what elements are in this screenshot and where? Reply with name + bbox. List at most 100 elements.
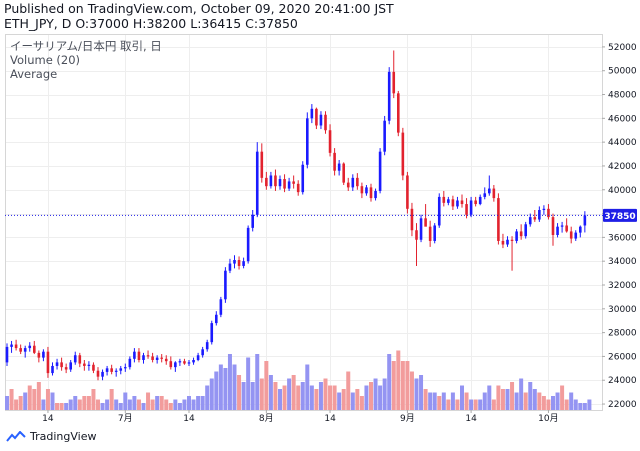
candle-body — [401, 132, 405, 176]
volume-bar — [478, 399, 483, 410]
candle-body — [351, 177, 355, 188]
candle-body — [374, 190, 377, 199]
volume-bar — [537, 392, 542, 410]
price-tick-label: 48000 — [608, 91, 637, 101]
candle-body — [560, 225, 564, 227]
volume-bar — [450, 392, 455, 410]
candle-body — [10, 344, 13, 347]
candle-body — [510, 239, 514, 241]
plot-frame — [5, 34, 603, 411]
candle-body — [28, 345, 32, 349]
time-tick-label: 14 — [42, 414, 54, 424]
volume-bar — [73, 396, 78, 410]
volume-bar — [278, 389, 282, 410]
candle-body — [19, 348, 22, 352]
volume-bar — [68, 399, 73, 410]
candle-body — [333, 152, 336, 171]
legend-average: Average — [10, 67, 57, 81]
candle-body — [583, 215, 587, 226]
candle-body — [224, 270, 227, 300]
candle-body — [515, 231, 518, 241]
candle-body — [146, 355, 150, 357]
volume-bar — [282, 385, 287, 410]
volume-bar — [332, 385, 337, 410]
candle-body — [501, 240, 505, 245]
volume-bar — [546, 399, 551, 410]
volume-bar — [250, 382, 255, 410]
candle-body — [133, 351, 136, 359]
candle-body — [369, 187, 373, 199]
time-tick-label: 14 — [465, 414, 477, 424]
candle-body — [160, 357, 163, 359]
candle-body — [324, 114, 327, 131]
candle-body — [233, 260, 236, 264]
volume-bar — [587, 399, 592, 410]
volume-bar — [214, 371, 219, 410]
candle-body — [419, 218, 423, 240]
candle-body — [260, 151, 264, 178]
candle-body — [437, 196, 441, 226]
candle-body — [346, 182, 350, 188]
candle-body — [60, 362, 63, 368]
grid-lines — [6, 35, 602, 410]
candle-body — [397, 93, 400, 133]
candle-body — [556, 226, 559, 235]
candle-body — [292, 181, 295, 184]
candle-body — [5, 346, 9, 363]
volume-bars — [5, 350, 592, 410]
volume-bar — [528, 382, 533, 410]
candle-body — [433, 225, 436, 241]
ohlc-header: ETH_JPY, D O:37000 H:38200 L:36415 C:378… — [4, 16, 298, 31]
candle-body — [465, 204, 468, 215]
volume-bar — [419, 375, 424, 410]
volume-bar — [350, 392, 355, 410]
price-axis[interactable]: 22000 24000 26000 28000 30000 32000 34000 36000… — [602, 43, 637, 410]
volume-bar — [314, 389, 319, 410]
volume-bar — [382, 378, 387, 410]
candle-body — [210, 323, 214, 343]
candle-body — [319, 114, 323, 126]
price-tick-label: 28000 — [608, 329, 637, 339]
volume-bar — [27, 385, 32, 410]
volume-bar — [5, 396, 9, 410]
volume-bar — [500, 389, 505, 410]
volume-bar — [9, 389, 14, 410]
last-price-value: 37850 — [604, 212, 635, 222]
time-axis[interactable]: 14 7月 14 8月 14 9月 14 10月 — [42, 410, 559, 424]
candle-body — [547, 208, 550, 218]
volume-bar — [182, 399, 187, 410]
volume-bar — [77, 399, 82, 410]
volume-bar — [159, 396, 164, 410]
volume-bar — [369, 382, 373, 410]
volume-bar — [164, 399, 169, 410]
volume-bar — [141, 403, 146, 410]
tradingview-brand[interactable]: TradingView — [6, 430, 96, 443]
volume-bar — [400, 361, 405, 410]
volume-bar — [455, 399, 460, 410]
volume-bar — [391, 361, 396, 410]
candle-body — [542, 208, 546, 210]
volume-bar — [564, 399, 569, 410]
candle-body — [296, 183, 300, 193]
price-tick-label: 42000 — [608, 162, 637, 172]
volume-bar — [473, 399, 478, 410]
price-tick-label: 52000 — [608, 43, 637, 53]
candle-body — [574, 232, 578, 239]
volume-bar — [105, 399, 110, 410]
candle-body — [569, 231, 573, 239]
volume-bar — [432, 392, 437, 410]
candle-body — [96, 370, 100, 377]
candle-body — [119, 368, 123, 371]
candle-body — [55, 362, 59, 366]
volume-bar — [460, 385, 464, 410]
volume-bar — [18, 396, 23, 410]
candle-body — [42, 351, 45, 358]
price-candles — [5, 50, 587, 381]
volume-bar — [560, 385, 565, 410]
volume-bar — [187, 396, 191, 410]
volume-bar — [82, 396, 87, 410]
volume-bar — [123, 392, 128, 410]
volume-bar — [446, 399, 451, 410]
candle-body — [137, 351, 141, 360]
